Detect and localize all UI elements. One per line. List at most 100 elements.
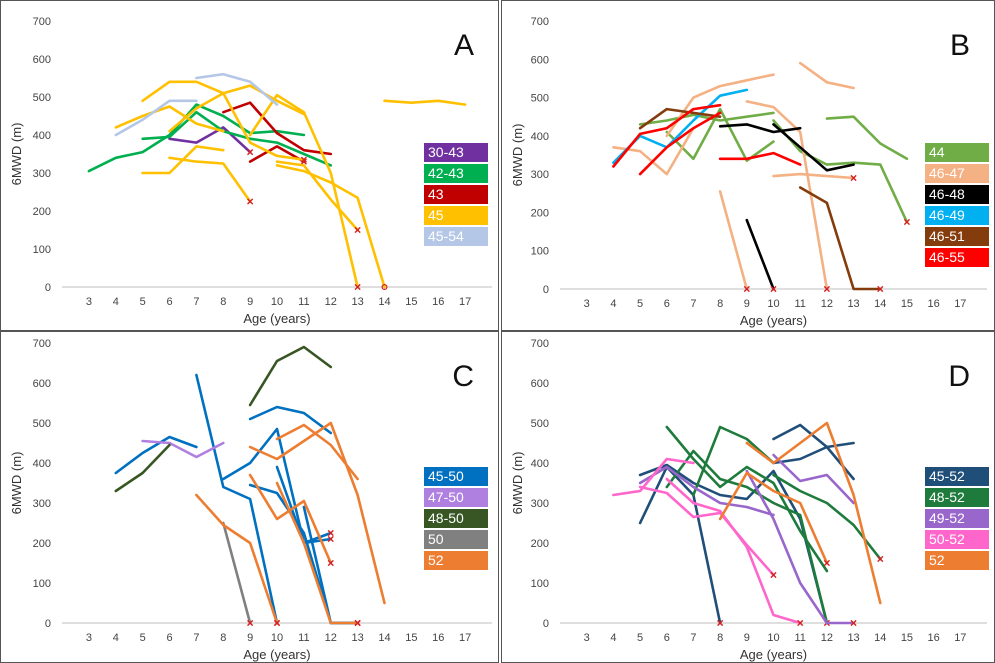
series-line — [248, 345, 333, 407]
end-point-marker — [247, 198, 254, 205]
x-tick-label: 10 — [767, 298, 779, 310]
end-point-marker — [327, 559, 334, 567]
y-tick-label: 200 — [33, 206, 51, 218]
y-tick-label: 500 — [531, 93, 549, 105]
legend-label: 52 — [929, 552, 945, 568]
end-point-marker — [327, 529, 334, 537]
x-tick-label: 14 — [874, 632, 886, 644]
series-line — [114, 435, 198, 475]
series-line — [248, 145, 306, 163]
x-tick-label: 16 — [928, 632, 940, 644]
x-tick-label: 11 — [794, 632, 805, 644]
x-tick-label: 9 — [247, 632, 253, 644]
y-tick-label: 600 — [33, 378, 51, 390]
series-line — [638, 111, 775, 126]
x-tick-label: 17 — [954, 632, 966, 644]
y-tick-label: 0 — [543, 618, 549, 630]
y-tick-label: 0 — [543, 284, 549, 296]
series-line — [665, 425, 829, 573]
series-line — [141, 145, 225, 175]
x-tick-label: 17 — [954, 298, 966, 310]
x-tick-label: 11 — [794, 298, 805, 310]
legend-label: 47-50 — [428, 489, 464, 505]
series-line — [692, 425, 775, 497]
series-line — [772, 123, 855, 172]
legend-label: 46-51 — [929, 228, 965, 244]
end-point-marker — [877, 555, 884, 563]
x-tick-label: 6 — [166, 296, 172, 308]
x-tick-label: 15 — [405, 296, 417, 308]
series-line — [612, 103, 722, 168]
x-tick-label: 14 — [874, 298, 886, 310]
series-line — [772, 423, 855, 481]
x-tick-label: 4 — [113, 632, 119, 644]
series-line — [114, 99, 198, 137]
series-line — [665, 449, 829, 625]
legend-swatch — [424, 185, 488, 204]
end-point-marker — [717, 619, 724, 627]
x-tick-label: 14 — [378, 296, 390, 308]
y-tick-label: 300 — [33, 168, 51, 180]
series-line — [718, 151, 802, 166]
x-axis-title: Age (years) — [740, 647, 807, 662]
series-line — [141, 110, 333, 167]
x-axis-title: Age (years) — [243, 311, 310, 326]
x-tick-label: 4 — [610, 298, 616, 310]
legend-label: 30-43 — [428, 144, 464, 160]
chart-svg: 0 100 200 300 400 500 600 700 3 4 5 6 7 8 9 10 11 12 13 14 1… — [9, 338, 492, 662]
y-tick-label: 400 — [531, 458, 549, 470]
x-tick-label: 5 — [140, 632, 146, 644]
x-tick-label: 6 — [664, 632, 670, 644]
legend-label: 49-52 — [929, 510, 965, 526]
y-tick-label: 0 — [45, 618, 51, 630]
legend-label: 46-47 — [929, 165, 965, 181]
legend-swatch — [424, 143, 488, 162]
series-line — [665, 477, 802, 625]
legend-label: 43 — [428, 186, 444, 202]
end-point-marker — [300, 156, 307, 163]
y-tick-label: 700 — [531, 338, 549, 350]
x-tick-label: 12 — [325, 296, 337, 308]
series-line — [222, 521, 252, 625]
series-line — [772, 119, 909, 224]
y-tick-label: 200 — [33, 538, 51, 550]
x-tick-label: 8 — [717, 632, 723, 644]
legend-swatch — [925, 206, 989, 225]
series-line — [168, 84, 306, 133]
legend-label: 52 — [428, 552, 444, 568]
legend-label: 45-52 — [929, 468, 965, 484]
series-line — [195, 373, 279, 625]
series-line — [141, 439, 225, 459]
legend-swatch — [925, 185, 989, 204]
end-point-marker — [354, 283, 361, 291]
series-line — [745, 218, 775, 291]
legend-label: 45-54 — [428, 228, 464, 244]
x-tick-label: 13 — [352, 296, 364, 308]
series-line — [638, 465, 722, 625]
x-tick-label: 5 — [637, 298, 643, 310]
x-tick-label: 16 — [928, 298, 940, 310]
end-point-marker — [327, 535, 334, 543]
legend-swatch — [925, 488, 989, 507]
end-point-marker — [797, 619, 804, 627]
legend-swatch — [424, 206, 488, 225]
end-point-marker — [850, 174, 857, 182]
x-tick-label: 4 — [610, 632, 616, 644]
x-tick-label: 5 — [637, 632, 643, 644]
x-tick-label: 15 — [405, 632, 417, 644]
y-axis-title: 6MWD (m) — [510, 452, 525, 515]
legend-label: 44 — [929, 144, 945, 160]
legend-swatch — [925, 530, 989, 549]
series-line — [168, 156, 252, 203]
legend-label: 48-52 — [929, 489, 965, 505]
series-line — [718, 123, 802, 134]
series-line — [248, 483, 359, 625]
legend-swatch — [424, 227, 488, 246]
x-tick-label: 7 — [690, 298, 696, 310]
series-line — [772, 453, 855, 505]
end-point-marker — [354, 619, 361, 627]
x-tick-label: 15 — [901, 298, 913, 310]
series-line — [638, 107, 722, 130]
y-tick-label: 200 — [531, 207, 549, 219]
series-line — [772, 172, 855, 180]
